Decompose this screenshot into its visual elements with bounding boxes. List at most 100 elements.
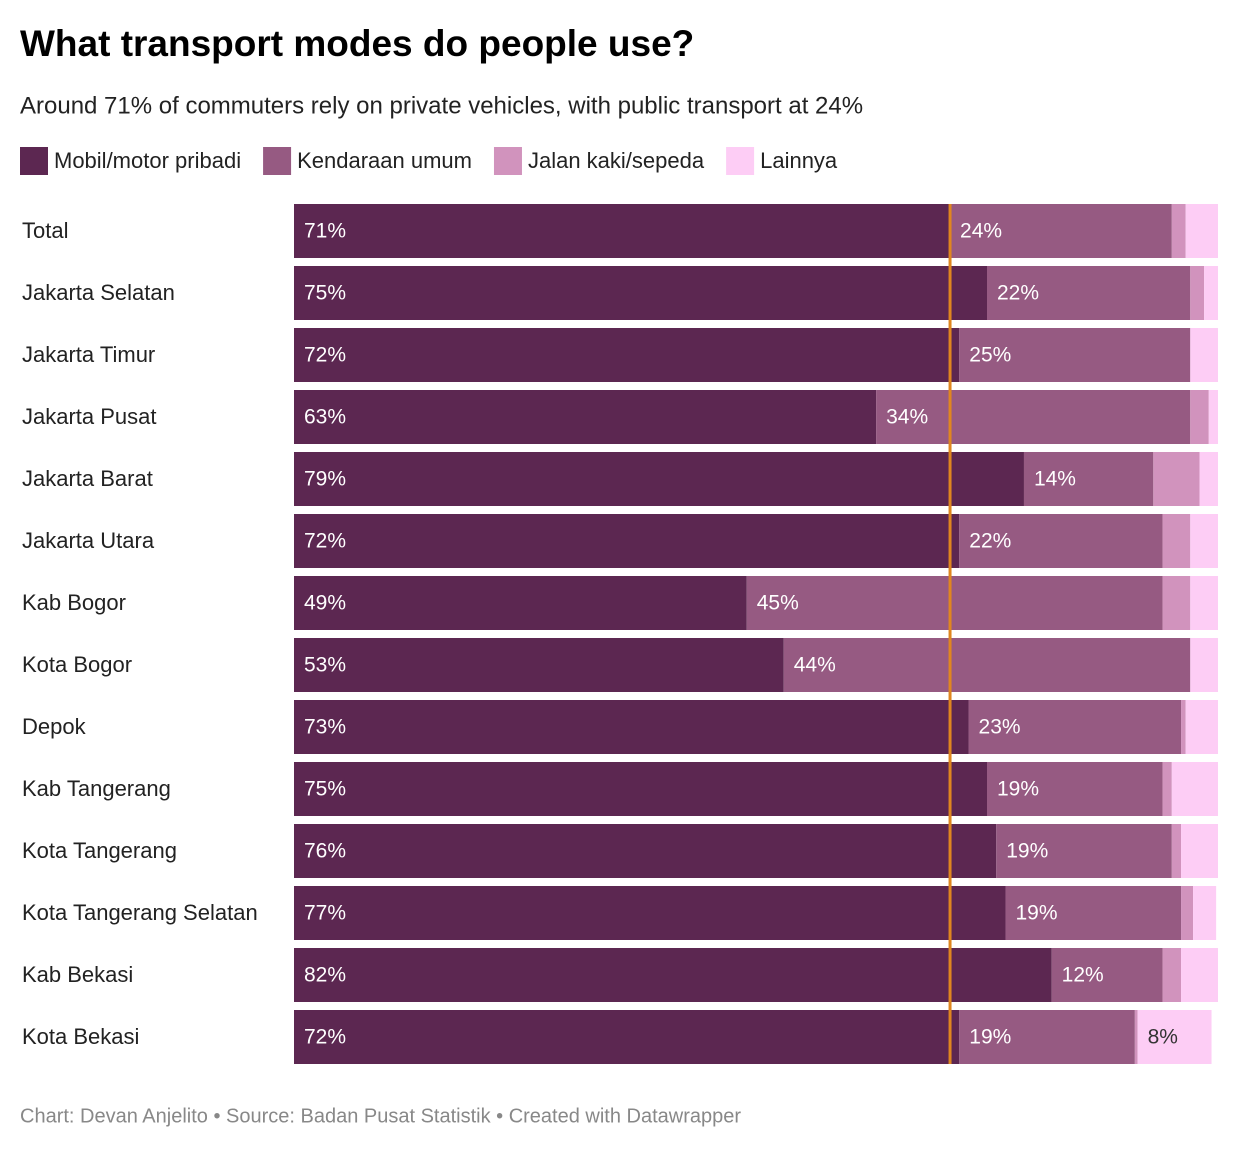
bar-segment xyxy=(294,762,987,816)
value-label: 44% xyxy=(794,654,836,677)
value-label: 19% xyxy=(1015,902,1057,925)
bar-segment xyxy=(1162,762,1172,816)
value-label: 77% xyxy=(304,902,346,925)
bar-segment xyxy=(1185,204,1218,258)
bar-segment xyxy=(1171,762,1218,816)
y-tick-label: Jakarta Selatan xyxy=(22,280,175,305)
bar-segment xyxy=(1162,576,1191,630)
legend-swatch xyxy=(20,147,48,175)
bar-segment xyxy=(1181,886,1194,940)
bar-segment xyxy=(1204,266,1218,320)
bar-segment xyxy=(1162,948,1182,1002)
value-label: 34% xyxy=(886,406,928,429)
legend-label: Kendaraan umum xyxy=(297,148,472,173)
bar-segment xyxy=(294,576,747,630)
bar-segment xyxy=(294,452,1024,506)
bar-segment xyxy=(294,390,877,444)
y-tick-label: Jakarta Barat xyxy=(22,466,153,491)
bar-segment xyxy=(1190,576,1218,630)
value-label: 45% xyxy=(757,592,799,615)
value-label: 14% xyxy=(1034,468,1076,491)
bar-segment xyxy=(1190,266,1205,320)
y-tick-label: Jakarta Pusat xyxy=(22,404,157,429)
value-label: 72% xyxy=(304,530,346,553)
value-label: 63% xyxy=(304,406,346,429)
value-label: 82% xyxy=(304,964,346,987)
bar-segment xyxy=(959,514,1163,568)
y-tick-label: Jakarta Utara xyxy=(22,528,155,553)
legend-label: Lainnya xyxy=(760,148,838,173)
bar-segment xyxy=(1153,452,1200,506)
bar-segment xyxy=(1208,390,1218,444)
bar-segment xyxy=(1162,514,1191,568)
legend-label: Mobil/motor pribadi xyxy=(54,148,241,173)
legend-label: Jalan kaki/sepeda xyxy=(528,148,705,173)
value-label: 8% xyxy=(1148,1026,1178,1049)
y-tick-label: Depok xyxy=(22,714,87,739)
bar-segment xyxy=(1171,824,1182,878)
y-tick-label: Kab Tangerang xyxy=(22,776,171,801)
bar-segment xyxy=(294,638,784,692)
y-tick-label: Kab Bogor xyxy=(22,590,126,615)
value-label: 23% xyxy=(979,716,1021,739)
bar-segment xyxy=(1199,452,1218,506)
value-label: 72% xyxy=(304,1026,346,1049)
bar-segment xyxy=(294,824,997,878)
value-label: 19% xyxy=(1006,840,1048,863)
value-label: 12% xyxy=(1062,964,1104,987)
y-tick-label: Total xyxy=(22,218,68,243)
chart-title: What transport modes do people use? xyxy=(20,23,694,64)
value-label: 75% xyxy=(304,282,346,305)
bar-segment xyxy=(876,390,1191,444)
bar-segment xyxy=(1190,328,1218,382)
bar-segment xyxy=(1023,452,1154,506)
value-label: 71% xyxy=(304,220,346,243)
bar-segment xyxy=(1181,948,1218,1002)
value-label: 22% xyxy=(969,530,1011,553)
bar-segment xyxy=(1051,948,1163,1002)
legend-swatch xyxy=(726,147,755,175)
bar-segment xyxy=(959,1010,1135,1064)
bar-segment xyxy=(1190,638,1218,692)
value-label: 53% xyxy=(304,654,346,677)
bar-segment xyxy=(294,948,1052,1002)
bar-segment xyxy=(996,824,1172,878)
value-label: 76% xyxy=(304,840,346,863)
value-label: 75% xyxy=(304,778,346,801)
bar-segment xyxy=(1193,886,1217,940)
bar-segment xyxy=(294,886,1006,940)
bar-segment xyxy=(1005,886,1182,940)
bar-segment xyxy=(294,204,951,258)
value-label: 72% xyxy=(304,344,346,367)
value-label: 79% xyxy=(304,468,346,491)
y-tick-label: Kab Bekasi xyxy=(22,962,133,987)
bar-segment xyxy=(294,700,969,754)
legend-swatch xyxy=(493,147,522,175)
bar-segment xyxy=(987,266,1191,320)
bar-segment xyxy=(1190,514,1218,568)
bar-segment xyxy=(294,1010,960,1064)
bar-segment xyxy=(1190,390,1209,444)
value-label: 73% xyxy=(304,716,346,739)
bar-segment xyxy=(950,204,1172,258)
bar-segment xyxy=(294,328,960,382)
bar-segment xyxy=(1134,1010,1138,1064)
value-label: 22% xyxy=(997,282,1039,305)
bar-segment xyxy=(959,328,1191,382)
bar-segment xyxy=(1181,824,1218,878)
y-tick-label: Jakarta Timur xyxy=(22,342,155,367)
y-tick-label: Kota Bekasi xyxy=(22,1024,139,1049)
y-tick-label: Kota Bogor xyxy=(22,652,132,677)
bar-segment xyxy=(1181,700,1186,754)
legend-swatch xyxy=(263,147,292,175)
y-tick-label: Kota Tangerang xyxy=(22,838,177,863)
value-label: 49% xyxy=(304,592,346,615)
bar-segment xyxy=(1137,1010,1212,1064)
chart-subtitle: Around 71% of commuters rely on private … xyxy=(20,92,863,119)
bar-segment xyxy=(746,576,1163,630)
bar-segment xyxy=(1171,204,1186,258)
bar-segment xyxy=(294,266,987,320)
chart-footer: Chart: Devan Anjelito • Source: Badan Pu… xyxy=(20,1105,741,1127)
bar-segment xyxy=(987,762,1163,816)
